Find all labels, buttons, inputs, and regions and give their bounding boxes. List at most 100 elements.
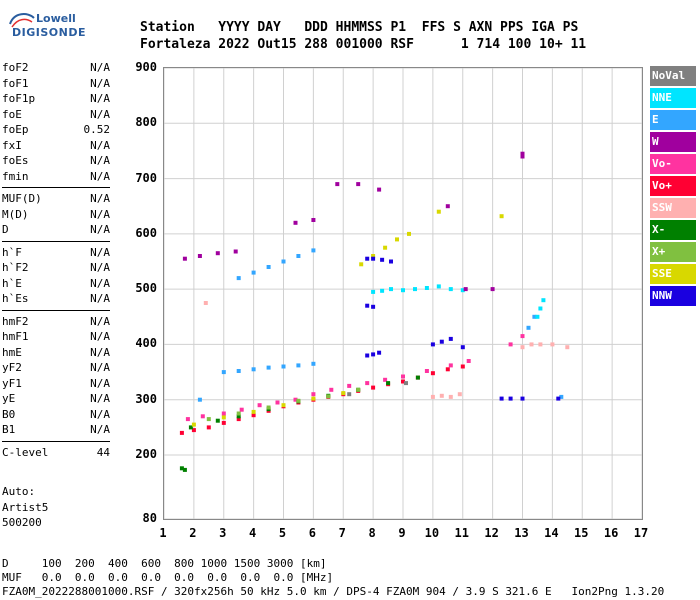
param-row: foF1 N/A: [2, 76, 110, 92]
auto-program: Artist5: [2, 500, 49, 514]
param-name: h`F2: [2, 261, 29, 274]
echo-point: [311, 392, 316, 397]
echo-point: [532, 314, 537, 319]
logo-text-lowell: Lowell: [36, 12, 76, 25]
param-value: N/A: [90, 376, 110, 390]
echo-point: [356, 387, 361, 392]
y-tick-label: 800: [135, 115, 157, 130]
legend-entry: NoVal: [650, 66, 696, 86]
echo-point: [359, 262, 364, 267]
echo-point: [371, 289, 376, 294]
param-separator: [2, 187, 110, 188]
param-row: B1 N/A: [2, 422, 110, 438]
param-name: fxI: [2, 138, 22, 152]
echo-point: [550, 342, 555, 347]
echo-point: [371, 254, 376, 258]
echo-point: [541, 298, 546, 303]
echo-point: [508, 396, 513, 401]
echo-point: [311, 396, 316, 401]
echo-point: [520, 345, 525, 350]
param-value: N/A: [90, 276, 110, 290]
auto-code: 500200: [2, 516, 42, 529]
param-row: h`F2 N/A: [2, 260, 110, 276]
param-value: N/A: [90, 154, 110, 167]
param-value: N/A: [90, 345, 110, 359]
echo-point: [356, 182, 361, 187]
param-row: hmF2 N/A: [2, 314, 110, 330]
y-tick-label: 200: [135, 447, 157, 461]
echo-point: [401, 374, 405, 379]
logo-swirl-icon: [9, 13, 35, 28]
echo-point: [460, 345, 465, 350]
echo-point: [365, 256, 370, 261]
x-tick-label: 10: [424, 526, 440, 540]
echo-point: [377, 187, 382, 192]
echo-point: [341, 391, 346, 396]
echo-point: [251, 413, 256, 418]
echo-point: [221, 411, 226, 416]
param-value: N/A: [90, 223, 110, 236]
echo-point: [448, 287, 453, 292]
echo-point: [311, 248, 316, 253]
echo-point: [182, 256, 187, 261]
x-tick-label: 7: [338, 526, 346, 540]
echo-point: [191, 422, 196, 427]
legend-entry: SSE: [650, 264, 696, 284]
param-value: N/A: [90, 392, 110, 405]
echo-point: [215, 251, 220, 256]
echo-point: [490, 287, 495, 292]
echo-point: [179, 430, 184, 435]
param-name: MUF(D): [2, 192, 42, 205]
echo-point: [236, 414, 241, 419]
param-row: h`F N/A: [2, 245, 110, 261]
param-row: M(D) N/A: [2, 207, 110, 223]
param-separator: [2, 440, 110, 442]
echo-point: [266, 405, 271, 410]
param-value: 0.52: [83, 123, 111, 136]
param-row: fmin N/A: [2, 169, 110, 185]
echo-point: [200, 414, 205, 419]
param-row: yF2 N/A: [2, 360, 110, 376]
echo-point: [499, 396, 504, 401]
param-value: N/A: [90, 61, 110, 74]
param-row: C-level 44: [2, 445, 110, 461]
echo-point: [460, 364, 465, 369]
param-name: foEp: [2, 123, 29, 136]
param-value: N/A: [90, 330, 110, 343]
param-name: hmF1: [2, 330, 29, 343]
echo-point: [371, 256, 376, 261]
param-row: foF1p N/A: [2, 91, 110, 107]
param-row: h`Es N/A: [2, 291, 110, 307]
param-row: foEs N/A: [2, 153, 110, 169]
footer-distance-row: D 100 200 400 600 800 1000 1500 3000 [km…: [2, 557, 327, 570]
echo-point: [460, 288, 465, 293]
echo-point: [233, 249, 238, 254]
param-value: N/A: [90, 92, 110, 105]
echo-point: [529, 342, 534, 347]
x-tick-label: 8: [368, 526, 376, 540]
x-tick-label: 1: [159, 526, 167, 540]
echo-point: [221, 415, 226, 420]
echo-point: [365, 303, 370, 308]
param-name: D: [2, 223, 9, 236]
header-values: Fortaleza 2022 Out15 288 001000 RSF 1 71…: [140, 37, 587, 52]
echo-point: [520, 154, 525, 159]
echo-point: [463, 287, 468, 292]
echo-point: [424, 286, 429, 290]
param-name: yE: [2, 392, 16, 405]
x-tick-label: 16: [603, 526, 619, 540]
echo-point: [236, 417, 241, 422]
echo-point: [466, 359, 471, 363]
x-tick-label: 17: [633, 526, 649, 540]
echo-point: [251, 367, 256, 372]
param-name: M(D): [2, 207, 29, 221]
param-row: yE N/A: [2, 391, 110, 407]
echo-point: [281, 403, 286, 408]
param-value: N/A: [90, 407, 110, 421]
echo-point: [221, 370, 226, 375]
echo-point: [251, 270, 256, 275]
param-separator: [2, 309, 110, 311]
param-value: N/A: [90, 107, 110, 121]
echo-point: [239, 407, 244, 412]
param-name: foF1: [2, 76, 29, 90]
